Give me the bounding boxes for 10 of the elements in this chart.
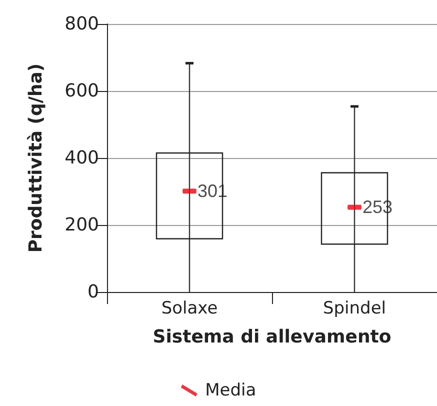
y-axis-title: Produttività (q/ha) <box>26 63 46 253</box>
y-tick-label: 600 <box>64 80 99 102</box>
y-tick-label: 200 <box>64 214 99 236</box>
y-tick-label: 0 <box>88 282 99 302</box>
x-axis-title: Sistema di allevamento <box>152 326 392 348</box>
x-tick-label: Solaxe <box>161 298 218 318</box>
legend-label: Media <box>205 380 256 400</box>
y-tick-label: 400 <box>64 148 99 168</box>
x-tick-label: Spindel <box>322 298 386 318</box>
y-tick-label: 800 <box>64 14 99 34</box>
